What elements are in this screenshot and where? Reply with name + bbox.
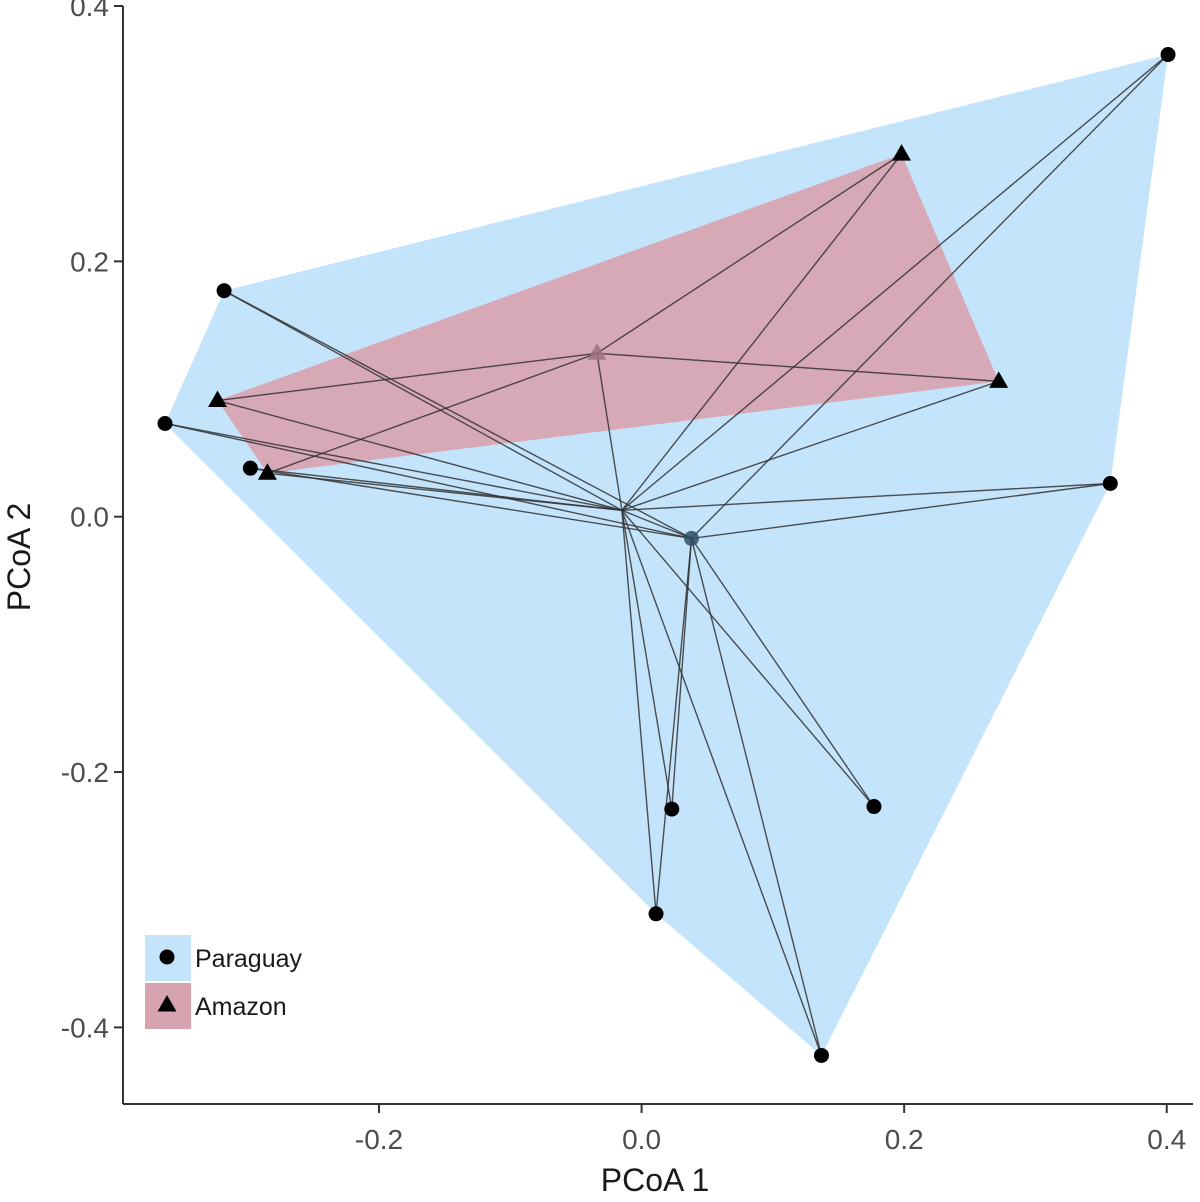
centroid-line-paraguay-7: [655, 538, 693, 914]
point-amazon-3: [257, 463, 277, 480]
spider-line-paraguay-6: [621, 509, 875, 807]
spider-line-paraguay-0: [621, 53, 1169, 511]
spider-line-paraguay-2: [164, 422, 623, 512]
point-paraguay-0: [1160, 47, 1176, 63]
x-tick-label-0: -0.2: [355, 1124, 403, 1155]
centroid-line-paraguay-2: [164, 422, 692, 540]
y-axis-title: PCoA 2: [1, 503, 37, 612]
spider-line-paraguay-4: [621, 482, 1111, 512]
legend-marker-paraguay: [159, 949, 175, 965]
hull-amazon: [217, 154, 999, 474]
point-paraguay-5: [664, 801, 680, 817]
spider-line-amazon-0: [621, 153, 903, 511]
spider-lines-layer: [164, 53, 1169, 1056]
centroid-paraguay: [683, 530, 699, 546]
y-tick-label-1: -0.2: [61, 757, 109, 788]
centroid-line-paraguay-8: [690, 538, 823, 1056]
points-layer: [157, 47, 1176, 1063]
centroid-line-paraguay-4: [691, 482, 1111, 540]
point-paraguay-1: [216, 283, 232, 299]
centroid-line-paraguay-6: [690, 538, 875, 807]
point-amazon-0: [892, 144, 912, 161]
y-tick-label-3: 0.2: [70, 246, 109, 277]
point-amazon-2: [208, 390, 228, 408]
point-paraguay-8: [813, 1047, 829, 1063]
centroid-line-paraguay-1: [223, 290, 692, 540]
legend-marker-amazon: [157, 995, 177, 1012]
centroid-line-paraguay-0: [690, 54, 1169, 539]
legend-label-amazon: Amazon: [195, 993, 287, 1021]
point-amazon-1: [989, 371, 1009, 388]
hulls-layer: [165, 54, 1169, 1056]
x-tick-label-1: 0.0: [622, 1124, 661, 1155]
legend-label-paraguay: Paraguay: [195, 945, 303, 973]
x-tick-label-2: 0.2: [885, 1124, 924, 1155]
y-tick-label-0: -0.4: [61, 1012, 109, 1043]
centroid-line-amazon-2: [217, 352, 598, 402]
spider-line-paraguay-8: [621, 510, 823, 1056]
spider-line-amazon-3: [267, 472, 622, 512]
point-paraguay-4: [1102, 476, 1118, 492]
x-tick-label-3: 0.4: [1147, 1124, 1186, 1155]
spider-line-paraguay-5: [621, 510, 673, 810]
y-tick-label-4: 0.4: [70, 0, 109, 22]
spider-line-paraguay-7: [621, 510, 657, 914]
point-paraguay-2: [157, 415, 173, 431]
spider-line-paraguay-1: [223, 290, 623, 511]
centroid-amazon: [587, 343, 607, 360]
centroid-line-amazon-3: [267, 352, 598, 474]
x-axis-title: PCoA 1: [601, 1162, 710, 1198]
point-paraguay-3: [242, 460, 258, 476]
centroid-link-paraguay: [621, 509, 692, 540]
spider-line-amazon-2: [217, 399, 623, 511]
legend: Paraguay Amazon: [145, 935, 303, 1029]
point-paraguay-6: [866, 799, 882, 815]
axes-layer: -0.2 0.0 0.2 0.4 -0.4 -0.2 0.0 0.2 0.4: [61, 0, 1193, 1155]
centroid-line-amazon-1: [596, 352, 999, 383]
point-paraguay-7: [648, 906, 664, 922]
y-tick-label-2: 0.0: [70, 502, 109, 533]
centroid-link-amazon: [596, 353, 623, 511]
spider-line-amazon-1: [621, 380, 999, 511]
centroid-line-amazon-0: [596, 153, 902, 354]
